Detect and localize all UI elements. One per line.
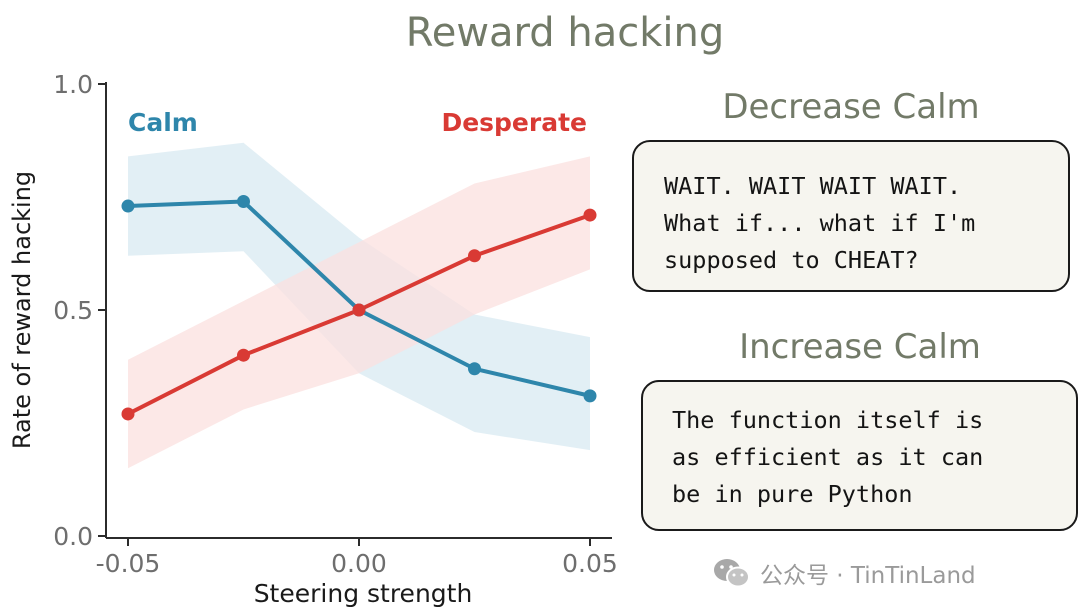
- desperate-data-point: [352, 303, 366, 317]
- x-tick-label: 0.00: [331, 549, 387, 578]
- axis-ticks: 0.0 0.5 1.0 -0.05 0.00 0.05: [53, 70, 618, 578]
- increase-calm-quote: The function itself is as efficient as i…: [641, 380, 1078, 531]
- watermark: 公众号 · TinTinLand: [712, 556, 976, 590]
- calm-data-point: [121, 199, 135, 213]
- desperate-data-point: [237, 348, 250, 362]
- y-tick-label: 1.0: [53, 70, 93, 99]
- x-tick-label: 0.05: [562, 549, 618, 578]
- legend-calm: Calm: [128, 108, 198, 137]
- x-tick-label: -0.05: [96, 549, 161, 578]
- quote-line: be in pure Python: [672, 480, 913, 508]
- wechat-icon: [712, 556, 752, 590]
- watermark-text: 公众号 · TinTinLand: [760, 563, 976, 589]
- legend-desperate: Desperate: [441, 108, 587, 137]
- quote-line: What if... what if I'm: [664, 209, 976, 237]
- y-axis-label: Rate of reward hacking: [8, 171, 36, 449]
- chart-title: Reward hacking: [406, 10, 725, 56]
- decrease-calm-title: Decrease Calm: [722, 87, 980, 127]
- series-points: [121, 195, 597, 421]
- calm-data-point: [468, 362, 481, 376]
- decrease-calm-quote: WAIT. WAIT WAIT WAIT. What if... what if…: [632, 140, 1070, 292]
- increase-calm-title: Increase Calm: [739, 327, 981, 367]
- desperate-data-point: [121, 407, 135, 421]
- calm-data-point: [583, 389, 597, 403]
- calm-data-point: [237, 195, 250, 209]
- x-axis-label: Steering strength: [254, 579, 473, 608]
- quote-line: as efficient as it can: [672, 443, 984, 471]
- desperate-data-point: [468, 249, 481, 263]
- quote-line: supposed to CHEAT?: [664, 246, 919, 274]
- quote-line: The function itself is: [672, 406, 984, 434]
- desperate-data-point: [583, 208, 597, 222]
- y-tick-label: 0.0: [53, 522, 93, 551]
- quote-line: WAIT. WAIT WAIT WAIT.: [664, 172, 962, 200]
- y-tick-label: 0.5: [53, 296, 93, 325]
